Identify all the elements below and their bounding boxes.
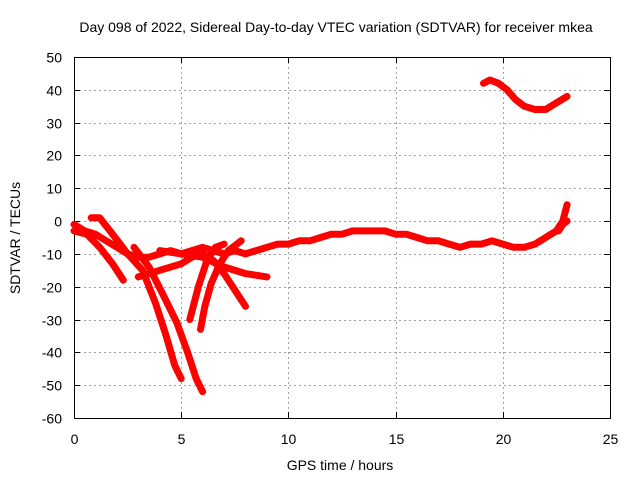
series-line-arc-branch-g [199, 250, 249, 310]
y-tick-label: 20 [46, 148, 62, 164]
chart-title: Day 098 of 2022, Sidereal Day-to-day VTE… [79, 19, 592, 35]
data-series [70, 76, 571, 396]
x-tick-label: 25 [603, 431, 619, 447]
series-line-arc-dip-b [130, 243, 207, 396]
y-tick-label: -40 [42, 345, 62, 361]
series-line-arc-end [555, 217, 571, 235]
x-tick-label: 0 [71, 431, 79, 447]
axis-ticks: 0 5 10 15 20 25 -60 -50 -40 -30 -20 -10 0 10 20 30 40 50 [42, 50, 619, 448]
plot-frame [74, 57, 611, 419]
y-tick-label: 30 [46, 116, 62, 132]
x-tick-label: 20 [496, 431, 512, 447]
y-tick-label: -20 [42, 280, 62, 296]
series-line-arc-upper [480, 76, 571, 113]
y-tick-label: 10 [46, 181, 62, 197]
y-tick-label: 0 [54, 214, 62, 230]
y-axis-label: SDTVAR / TECUs [7, 182, 23, 294]
y-tick-label: -50 [42, 378, 62, 394]
series-line-arc-main-2 [306, 201, 571, 251]
series-line-arc-branch-h [134, 250, 207, 281]
y-tick-label: -30 [42, 313, 62, 329]
x-axis-label: GPS time / hours [287, 457, 394, 473]
y-tick-label: 40 [46, 83, 62, 99]
series-line-arc-recover-e [197, 237, 245, 333]
x-tick-label: 15 [389, 431, 405, 447]
y-tick-label: -10 [42, 247, 62, 263]
series-line-arc-dip-a [87, 214, 185, 383]
grid [74, 57, 610, 418]
series-line-arc-main-1 [70, 220, 314, 261]
series-line-arc-small-c [70, 227, 127, 284]
y-tick-label: 50 [46, 50, 62, 66]
y-tick-label: -60 [42, 411, 62, 427]
x-tick-label: 5 [178, 431, 186, 447]
x-tick-label: 10 [281, 431, 297, 447]
